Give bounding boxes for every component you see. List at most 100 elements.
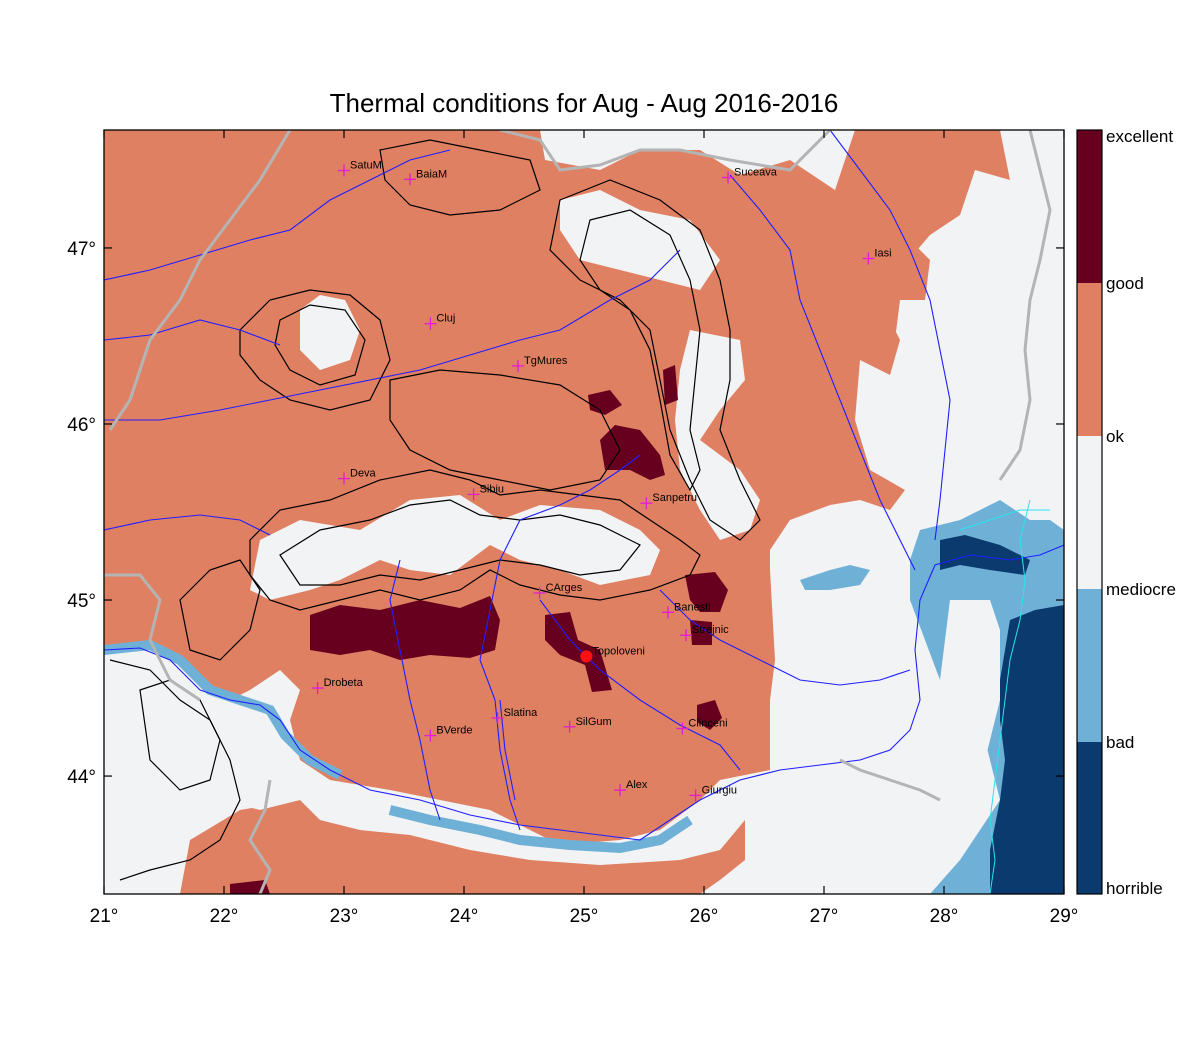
river-arges xyxy=(539,599,741,771)
legend-label-good: good xyxy=(1106,274,1144,293)
city-label: Topoloveni xyxy=(592,645,645,657)
border-bulgaria-dobrogea xyxy=(839,758,941,802)
city-marker-sanpetru: Sanpetru xyxy=(640,492,697,510)
city-label: SatuM xyxy=(350,159,382,171)
lon-tick-label: 24° xyxy=(450,906,479,927)
city-label: Banesti xyxy=(674,601,711,613)
city-marker-giurgiu: Giurgiu xyxy=(689,784,737,802)
ok-region-apuseni xyxy=(300,295,360,370)
legend-label-bad: bad xyxy=(1106,733,1134,752)
axis-ticks: 21° 22° 23° 24° 25° 26° 27° 28° 29° 44° 45° 46° 47° xyxy=(67,130,1078,927)
city-marker-drobeta: Drobeta xyxy=(311,677,364,695)
lon-tick-label: 23° xyxy=(330,906,359,927)
city-label: BaiaM xyxy=(416,168,447,180)
good-region-south xyxy=(180,800,745,894)
river-siret xyxy=(729,174,916,571)
river-somes xyxy=(104,149,451,281)
river-danube xyxy=(104,544,1064,841)
city-marker-deva: Deva xyxy=(338,468,377,485)
lat-tick-label: 46° xyxy=(67,415,96,436)
excellent-region-mures xyxy=(588,390,622,415)
contour-carpathians-inner xyxy=(279,499,641,586)
city-marker-sibiu: Sibiu xyxy=(467,483,504,501)
legend-label-ok: ok xyxy=(1106,427,1124,446)
lon-tick-label: 25° xyxy=(570,906,599,927)
city-marker-strejnic: Strejnic xyxy=(680,624,729,642)
excellent-region-strejnic xyxy=(690,620,712,645)
city-marker-alex: Alex xyxy=(614,779,648,797)
city-label: TgMures xyxy=(524,355,568,367)
map-area xyxy=(104,130,1064,894)
coastline xyxy=(959,499,1050,894)
lat-tick-label: 47° xyxy=(67,239,96,260)
contour-north xyxy=(379,139,541,216)
legend-swatch-ok xyxy=(1077,436,1102,589)
city-label: SilGum xyxy=(576,716,612,728)
lon-tick-label: 27° xyxy=(810,906,839,927)
city-marker-cluj: Cluj xyxy=(424,313,455,330)
legend-swatch-bad xyxy=(1077,742,1102,894)
contour-apuseni-inner xyxy=(274,304,366,386)
city-marker-bverde: BVerde xyxy=(424,725,472,742)
mediocre-region-moldova-east xyxy=(800,565,870,590)
city-label: Slatina xyxy=(504,707,539,719)
excellent-region-arges xyxy=(545,612,612,692)
coastline-delta xyxy=(959,509,1050,531)
contour-subcarpathian xyxy=(179,559,261,661)
lon-tick-label: 29° xyxy=(1050,906,1079,927)
river-prut xyxy=(829,130,951,541)
city-markers: SatuM BaiaM Suceava Iasi Cluj TgMures Deva Sibi… xyxy=(311,159,892,802)
country-borders xyxy=(104,130,1052,894)
legend-frame xyxy=(1076,129,1103,895)
legend-label-excellent: excellent xyxy=(1106,127,1173,146)
city-label: Giurgiu xyxy=(702,784,737,796)
excellent-region-clinceni xyxy=(697,700,722,730)
mediocre-band-danube-south xyxy=(388,805,693,854)
city-label: Alex xyxy=(626,779,648,791)
ok-region-dobrogea-inner xyxy=(930,600,1000,840)
lon-tick-label: 28° xyxy=(930,906,959,927)
contour-southwest xyxy=(109,659,241,881)
rivers xyxy=(104,130,1064,841)
city-label: Suceava xyxy=(734,167,778,179)
good-region-northeast xyxy=(850,140,960,200)
border-moldova-east xyxy=(998,130,1052,481)
border-ukraine-north xyxy=(499,130,832,172)
city-marker-suceava: Suceava xyxy=(722,167,778,184)
ok-region-carpathians-south xyxy=(250,495,660,600)
legend-label-horrible: horrible xyxy=(1106,879,1163,898)
good-region-east xyxy=(830,230,930,350)
city-label: Cluj xyxy=(436,313,455,325)
city-marker-iasi: Iasi xyxy=(862,248,892,265)
ok-region-north xyxy=(560,190,720,290)
highlight-dot xyxy=(580,650,593,663)
city-marker-banesti: Banesti xyxy=(662,601,711,619)
city-label: Sanpetru xyxy=(652,492,697,504)
border-hungary xyxy=(108,130,292,431)
river-olt xyxy=(479,454,641,831)
lon-tick-label: 22° xyxy=(210,906,239,927)
river-ialomita xyxy=(659,589,911,686)
city-label: Strejnic xyxy=(692,624,729,636)
lon-tick-label: 26° xyxy=(690,906,719,927)
river-vedea xyxy=(499,699,516,801)
city-marker-baiam: BaiaM xyxy=(404,168,447,186)
lat-tick-label: 45° xyxy=(67,591,96,612)
city-label: Sibiu xyxy=(480,483,504,495)
city-marker-satum: SatuM xyxy=(338,159,382,177)
excellent-region-east-carpathians xyxy=(663,365,678,405)
city-marker-topoloveni: Topoloveni xyxy=(580,645,645,663)
lat-tick-label: 44° xyxy=(67,767,96,788)
excellent-region-oltenia xyxy=(310,596,500,660)
city-label: CArges xyxy=(546,582,583,594)
city-marker-carges: CArges xyxy=(533,582,583,599)
city-label: BVerde xyxy=(436,725,472,737)
ok-region-east-carpathians xyxy=(675,330,760,540)
excellent-region-brasov xyxy=(600,425,665,480)
map-title: Thermal conditions for Aug - Aug 2016-20… xyxy=(329,88,839,118)
legend-colorbar: excellent good ok mediocre bad horrible xyxy=(1076,127,1176,898)
elevation-contours xyxy=(109,139,761,881)
border-serbia xyxy=(104,573,201,702)
river-mures xyxy=(104,249,681,421)
